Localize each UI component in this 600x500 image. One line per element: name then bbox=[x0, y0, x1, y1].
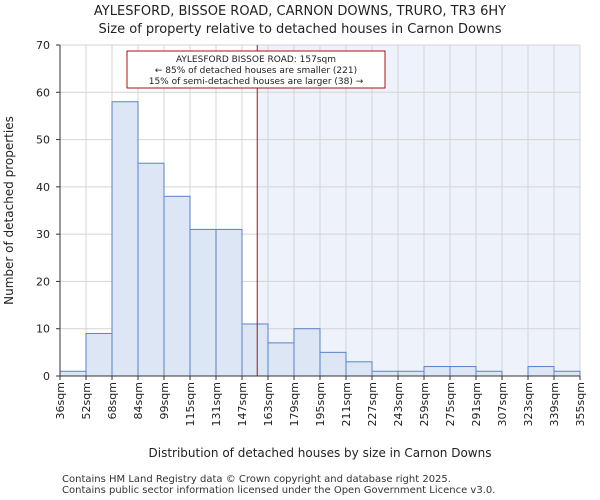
histogram-bar bbox=[59, 370, 87, 377]
histogram-bar bbox=[293, 328, 321, 377]
y-tick-label: 60 bbox=[36, 86, 50, 99]
x-tick-label: 131sqm bbox=[210, 382, 223, 426]
y-tick-label: 30 bbox=[36, 228, 50, 241]
histogram-bar bbox=[371, 370, 399, 377]
histogram-bar bbox=[241, 323, 269, 377]
y-tick-label: 70 bbox=[36, 39, 50, 52]
x-tick-label: 179sqm bbox=[288, 382, 301, 426]
x-tick-label: 307sqm bbox=[496, 382, 509, 426]
x-tick-label: 84sqm bbox=[132, 382, 145, 419]
x-tick-label: 68sqm bbox=[106, 382, 119, 419]
y-tick-labels: 0 10 20 30 40 50 60 70 bbox=[36, 39, 60, 383]
marker-annotation: AYLESFORD BISSOE ROAD: 157sqm ← 85% of d… bbox=[126, 50, 386, 89]
x-tick-label: 211sqm bbox=[340, 382, 353, 426]
chart-title-block: AYLESFORD, BISSOE ROAD, CARNON DOWNS, TR… bbox=[0, 3, 600, 39]
histogram-bar bbox=[553, 370, 581, 377]
x-tick-label: 163sqm bbox=[262, 382, 275, 426]
y-tick-label: 0 bbox=[43, 370, 50, 383]
histogram-bar bbox=[345, 361, 373, 377]
y-tick-label: 10 bbox=[36, 323, 50, 336]
x-tick-label: 243sqm bbox=[392, 382, 405, 426]
x-tick-label: 36sqm bbox=[54, 382, 67, 419]
x-tick-label: 355sqm bbox=[574, 382, 587, 426]
histogram-bar bbox=[449, 366, 477, 377]
histogram-bar bbox=[215, 228, 243, 377]
histogram-bar bbox=[319, 351, 347, 377]
x-tick-label: 339sqm bbox=[548, 382, 561, 426]
histogram-bar bbox=[189, 228, 217, 377]
x-tick-label: 323sqm bbox=[522, 382, 535, 426]
y-tick-label: 20 bbox=[36, 275, 50, 288]
annotation-line-2: ← 85% of detached houses are smaller (22… bbox=[155, 66, 357, 76]
chart-subtitle: Size of property relative to detached ho… bbox=[98, 22, 502, 37]
footer-line-2: Contains public sector information licen… bbox=[62, 485, 496, 496]
x-tick-label: 259sqm bbox=[418, 382, 431, 426]
x-tick-label: 52sqm bbox=[80, 382, 93, 419]
footer-line-1: Contains HM Land Registry data © Crown c… bbox=[62, 474, 451, 485]
histogram-bar bbox=[137, 162, 165, 377]
x-tick-label: 115sqm bbox=[184, 382, 197, 426]
histogram-bar bbox=[267, 342, 295, 377]
attribution-footer: Contains HM Land Registry data © Crown c… bbox=[62, 474, 495, 496]
histogram-bar bbox=[85, 332, 113, 377]
chart-title: AYLESFORD, BISSOE ROAD, CARNON DOWNS, TR… bbox=[93, 4, 507, 19]
y-axis-label: Number of detached properties bbox=[2, 116, 16, 305]
histogram-bar bbox=[163, 195, 191, 377]
x-tick-label: 195sqm bbox=[314, 382, 327, 426]
x-tick-labels: 36sqm 52sqm 68sqm 84sqm 99sqm 115sqm 131sqm 147… bbox=[54, 376, 587, 426]
annotation-line-3: 15% of semi-detached houses are larger (… bbox=[149, 77, 364, 87]
x-tick-label: 275sqm bbox=[444, 382, 457, 426]
x-tick-label: 99sqm bbox=[158, 382, 171, 419]
x-axis-label: Distribution of detached houses by size … bbox=[149, 446, 492, 460]
y-tick-label: 40 bbox=[36, 181, 50, 194]
above-marker-region bbox=[257, 45, 580, 376]
annotation-box bbox=[126, 50, 386, 89]
annotation-line-1: AYLESFORD BISSOE ROAD: 157sqm bbox=[176, 55, 336, 65]
x-tick-label: 291sqm bbox=[470, 382, 483, 426]
bars bbox=[59, 101, 581, 377]
y-tick-label: 50 bbox=[36, 134, 50, 147]
histogram-bar bbox=[111, 101, 139, 377]
histogram-bar bbox=[475, 370, 503, 377]
x-tick-label: 147sqm bbox=[236, 382, 249, 426]
histogram-bar bbox=[423, 366, 451, 377]
histogram-bar bbox=[527, 366, 555, 377]
x-tick-label: 227sqm bbox=[366, 382, 379, 426]
histogram-bar bbox=[397, 370, 425, 377]
